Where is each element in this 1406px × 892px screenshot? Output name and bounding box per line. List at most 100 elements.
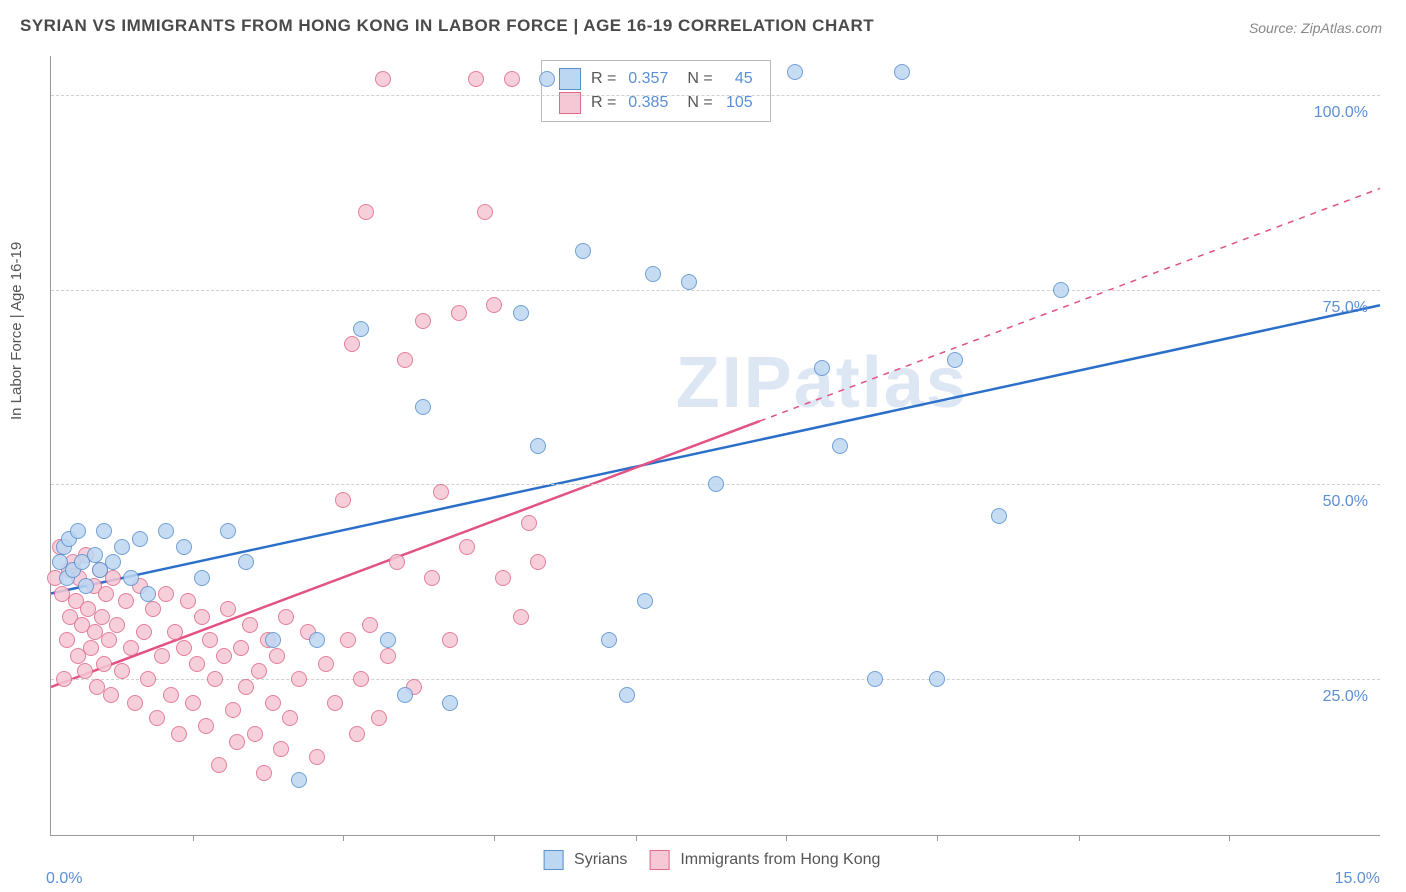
x-tick: [786, 835, 787, 841]
data-point: [442, 632, 458, 648]
data-point: [513, 305, 529, 321]
chart-title: SYRIAN VS IMMIGRANTS FROM HONG KONG IN L…: [20, 16, 874, 36]
data-point: [158, 523, 174, 539]
trendline-solid: [51, 305, 1380, 593]
data-point: [645, 266, 661, 282]
y-tick-label: 100.0%: [1314, 104, 1368, 122]
plot-area: ZIPatlas R = 0.357 N = 45 R = 0.385 N = …: [50, 56, 1380, 836]
data-point: [681, 274, 697, 290]
trend-lines-layer: [51, 56, 1380, 835]
correlation-chart: SYRIAN VS IMMIGRANTS FROM HONG KONG IN L…: [0, 0, 1406, 892]
data-point: [265, 632, 281, 648]
data-point: [233, 640, 249, 656]
data-point: [273, 741, 289, 757]
data-point: [424, 570, 440, 586]
data-point: [158, 586, 174, 602]
data-point: [96, 523, 112, 539]
data-point: [87, 547, 103, 563]
trendline-dashed: [760, 188, 1380, 421]
data-point: [397, 352, 413, 368]
legend-swatch-series1-icon: [544, 850, 564, 870]
data-point: [539, 71, 555, 87]
data-point: [154, 648, 170, 664]
data-point: [521, 515, 537, 531]
data-point: [340, 632, 356, 648]
data-point: [56, 671, 72, 687]
data-point: [327, 695, 343, 711]
data-point: [309, 749, 325, 765]
data-point: [202, 632, 218, 648]
data-point: [216, 648, 232, 664]
data-point: [98, 586, 114, 602]
legend-label-series1: Syrians: [574, 851, 627, 868]
x-axis-max-label: 15.0%: [1335, 870, 1380, 888]
data-point: [451, 305, 467, 321]
data-point: [619, 687, 635, 703]
swatch-series1-icon: [559, 68, 581, 90]
stats-row-series1: R = 0.357 N = 45: [554, 67, 758, 91]
data-point: [96, 656, 112, 672]
data-point: [269, 648, 285, 664]
data-point: [530, 438, 546, 454]
data-point: [459, 539, 475, 555]
data-point: [282, 710, 298, 726]
data-point: [140, 586, 156, 602]
data-point: [70, 523, 86, 539]
data-point: [123, 640, 139, 656]
data-point: [171, 726, 187, 742]
x-tick: [636, 835, 637, 841]
data-point: [477, 204, 493, 220]
data-point: [318, 656, 334, 672]
n-value-series1: 45: [718, 67, 758, 91]
data-point: [211, 757, 227, 773]
trendline-solid: [51, 421, 760, 687]
data-point: [832, 438, 848, 454]
data-point: [114, 539, 130, 555]
data-point: [371, 710, 387, 726]
data-point: [947, 352, 963, 368]
data-point: [163, 687, 179, 703]
data-point: [278, 609, 294, 625]
data-point: [575, 243, 591, 259]
data-point: [103, 687, 119, 703]
x-tick: [193, 835, 194, 841]
data-point: [929, 671, 945, 687]
data-point: [787, 64, 803, 80]
data-point: [814, 360, 830, 376]
data-point: [59, 632, 75, 648]
legend-label-series2: Immigrants from Hong Kong: [680, 851, 880, 868]
data-point: [101, 632, 117, 648]
data-point: [433, 484, 449, 500]
legend-swatch-series2-icon: [650, 850, 670, 870]
data-point: [114, 663, 130, 679]
data-point: [389, 554, 405, 570]
stats-legend: R = 0.357 N = 45 R = 0.385 N = 105: [541, 60, 771, 122]
data-point: [247, 726, 263, 742]
data-point: [225, 702, 241, 718]
data-point: [1053, 282, 1069, 298]
data-point: [513, 609, 529, 625]
data-point: [140, 671, 156, 687]
r-value-series1: 0.357: [621, 67, 673, 91]
data-point: [180, 593, 196, 609]
data-point: [198, 718, 214, 734]
data-point: [397, 687, 413, 703]
data-point: [145, 601, 161, 617]
data-point: [362, 617, 378, 633]
data-point: [335, 492, 351, 508]
data-point: [353, 321, 369, 337]
data-point: [220, 601, 236, 617]
data-point: [123, 570, 139, 586]
data-point: [380, 648, 396, 664]
data-point: [229, 734, 245, 750]
data-point: [375, 71, 391, 87]
data-point: [242, 617, 258, 633]
data-point: [127, 695, 143, 711]
x-tick: [494, 835, 495, 841]
data-point: [194, 609, 210, 625]
data-point: [94, 609, 110, 625]
n-label: N =: [673, 67, 717, 91]
data-point: [504, 71, 520, 87]
data-point: [109, 617, 125, 633]
data-point: [194, 570, 210, 586]
